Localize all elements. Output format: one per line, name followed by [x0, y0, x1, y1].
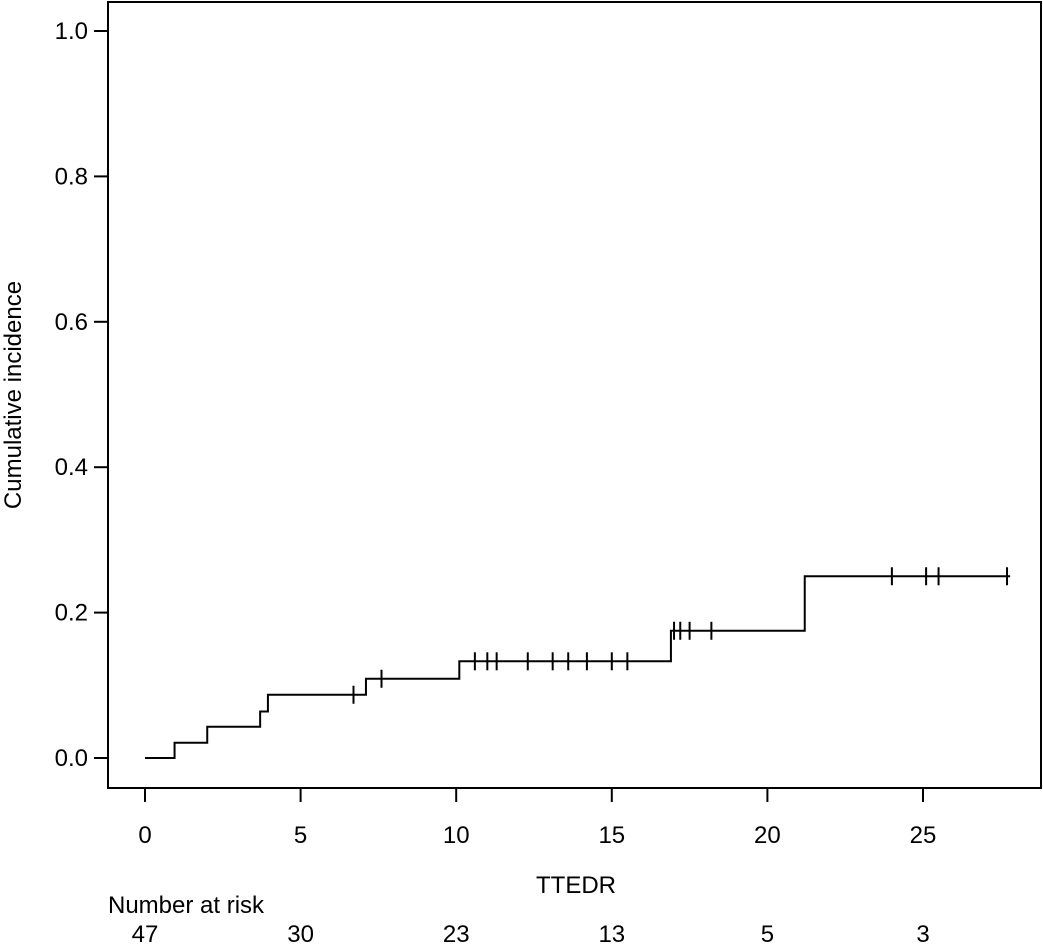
risk-table: Number at risk 47 30 23 13 5 3 — [108, 892, 930, 945]
y-tick-label: 0.8 — [55, 163, 88, 190]
y-axis: 0.0 0.2 0.4 0.6 0.8 1.0 — [55, 18, 108, 772]
axes: 0.0 0.2 0.4 0.6 0.8 1.0 0 5 10 15 20 25 — [55, 1, 1042, 849]
risk-table-values: 47 30 23 13 5 3 — [132, 921, 930, 945]
risk-count: 5 — [761, 921, 774, 945]
x-tick-label: 0 — [138, 822, 151, 849]
y-tick-label: 1.0 — [55, 18, 88, 45]
y-tick-label: 0.6 — [55, 309, 88, 336]
y-tick-label: 0.0 — [55, 745, 88, 772]
risk-count: 47 — [132, 921, 159, 945]
y-tick-label: 0.2 — [55, 600, 88, 627]
x-tick-label: 20 — [754, 822, 781, 849]
y-tick-label: 0.4 — [55, 454, 88, 481]
risk-table-title: Number at risk — [108, 892, 265, 919]
risk-count: 13 — [598, 921, 625, 945]
x-tick-label: 25 — [910, 822, 937, 849]
risk-count: 3 — [916, 921, 929, 945]
x-tick-label: 5 — [294, 822, 307, 849]
cumulative-incidence-curve — [145, 575, 1011, 759]
risk-count: 23 — [443, 921, 470, 945]
x-axis-label: TTEDR — [536, 872, 616, 899]
y-axis-label: Cumulative incidence — [0, 281, 27, 509]
censor-marks — [352, 567, 1009, 704]
plot-frame — [107, 1, 1042, 789]
risk-count: 30 — [287, 921, 314, 945]
x-axis: 0 5 10 15 20 25 — [138, 788, 936, 849]
x-tick-label: 10 — [443, 822, 470, 849]
x-tick-label: 15 — [598, 822, 625, 849]
